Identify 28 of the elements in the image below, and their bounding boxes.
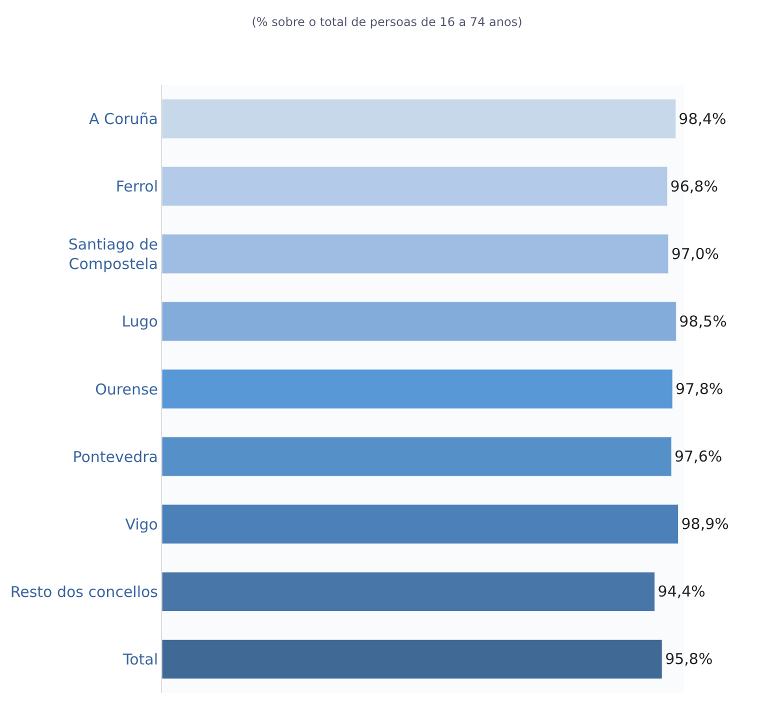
bar: [162, 234, 669, 274]
data-label: 98,9%: [681, 515, 729, 534]
bar: [162, 166, 668, 206]
bar: [162, 369, 673, 409]
y-tick-label: Ferrol: [116, 178, 158, 196]
y-tick-label: Total: [122, 650, 158, 668]
data-label: 95,8%: [665, 650, 713, 668]
data-label: 94,4%: [658, 582, 706, 601]
y-tick-label: Resto dos concellos: [10, 582, 158, 601]
data-label: 98,4%: [678, 110, 726, 128]
y-tick-label: A Coruña: [88, 110, 158, 128]
chart-title: (% sobre o total de persoas de 16 a 74 anos): [252, 15, 522, 30]
bar: [162, 639, 662, 680]
bar: [162, 504, 679, 544]
y-tick-label: Santiago de Compostela: [68, 235, 158, 273]
bar: [162, 436, 672, 476]
y-tick-label: Ourense: [95, 380, 158, 398]
bar: [162, 302, 676, 342]
bar: [162, 572, 656, 612]
y-tick-label: Lugo: [122, 312, 158, 331]
y-tick-label: Vigo: [125, 515, 158, 534]
bar: [162, 98, 676, 139]
data-label: 98,5%: [679, 312, 727, 330]
data-label: 97,8%: [676, 380, 724, 398]
data-label: 97,0%: [671, 244, 719, 263]
data-label: 96,8%: [670, 177, 718, 196]
y-tick-label: Pontevedra: [72, 448, 158, 466]
data-label: 97,6%: [674, 448, 722, 466]
